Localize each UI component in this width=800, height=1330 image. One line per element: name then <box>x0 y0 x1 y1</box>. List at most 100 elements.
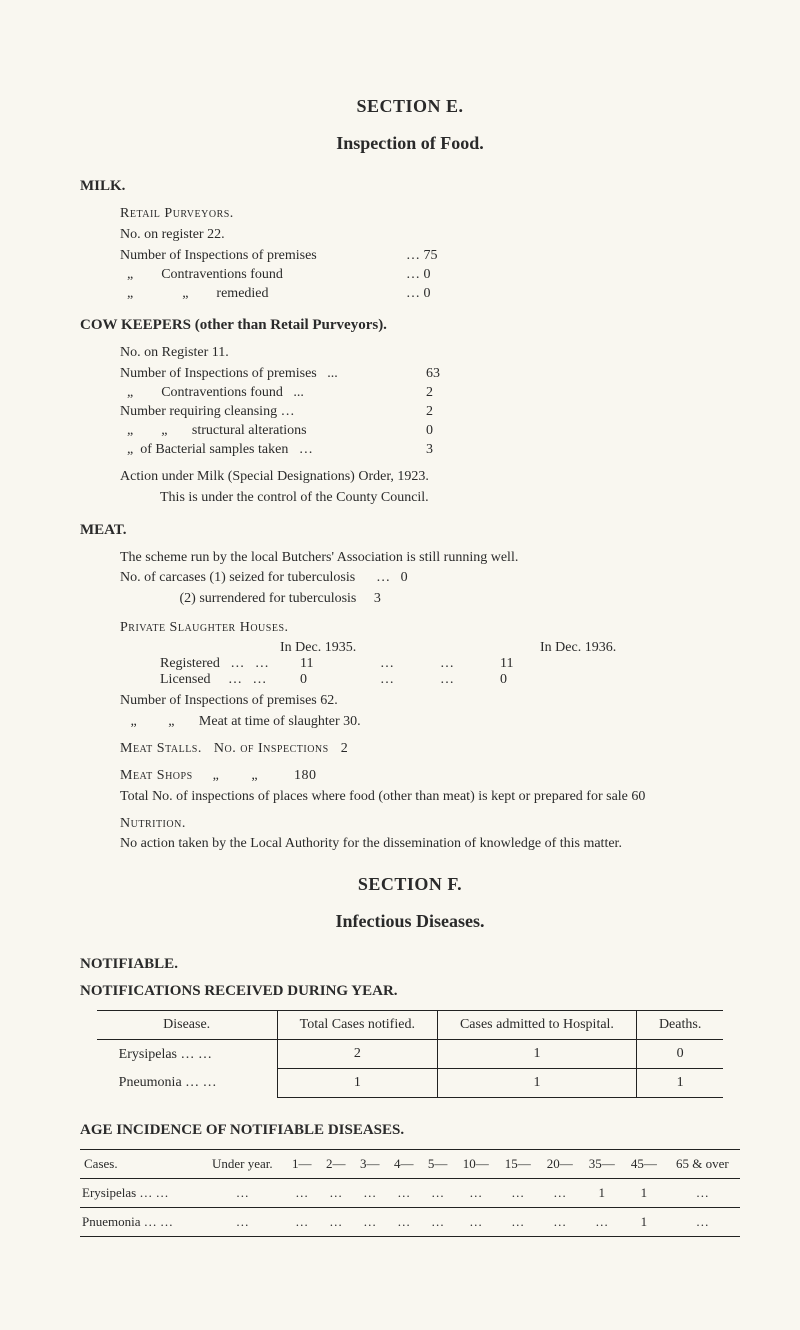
section-f-subtitle: Infectious Diseases. <box>80 911 740 932</box>
meat-carcases-2: (2) surrendered for tuberculosis 3 <box>120 590 740 609</box>
cow-row-value: 63 <box>420 365 440 384</box>
value-cell: 1 <box>437 1040 636 1069</box>
table-col-admitted: Cases admitted to Hospital. <box>437 1011 636 1040</box>
cow-row-label: „ of Bacterial samples taken … <box>120 441 420 460</box>
cow-row: Number requiring cleansing … 2 <box>120 403 740 422</box>
age-value-cell: 1 <box>623 1179 665 1208</box>
age-col: 35— <box>581 1150 623 1179</box>
value-cell: 0 <box>636 1040 723 1069</box>
age-col: Cases. <box>80 1150 200 1179</box>
age-value-cell: … <box>319 1179 353 1208</box>
age-value-cell: … <box>497 1208 539 1237</box>
dec-1935-header: In Dec. 1935. <box>280 640 420 656</box>
age-value-cell: 1 <box>623 1208 665 1237</box>
cow-row: „ of Bacterial samples taken … 3 <box>120 441 740 460</box>
notifications-received-heading: NOTIFICATIONS RECEIVED DURING YEAR. <box>80 983 740 1000</box>
age-value-cell: … <box>455 1179 497 1208</box>
age-col: Under year. <box>200 1150 285 1179</box>
milk-row: Number of Inspections of premises … 75 <box>120 247 740 266</box>
age-incidence-table: Cases. Under year. 1— 2— 3— 4— 5— 10— 15… <box>80 1149 740 1237</box>
slaughter-houses-heading: Private Slaughter Houses. <box>120 619 740 638</box>
age-col: 2— <box>319 1150 353 1179</box>
age-value-cell: … <box>200 1208 285 1237</box>
cow-keepers-heading: COW KEEPERS (other than Retail Purveyors… <box>80 317 740 334</box>
age-value-cell: … <box>539 1179 581 1208</box>
age-col: 4— <box>387 1150 421 1179</box>
meat-heading: MEAT. <box>80 522 740 539</box>
age-col: 20— <box>539 1150 581 1179</box>
meat-scheme-line: The scheme run by the local Butchers' As… <box>120 549 740 568</box>
cow-row-value: 3 <box>420 441 433 460</box>
cow-action-line2: This is under the control of the County … <box>120 489 740 508</box>
table-col-disease: Disease. <box>97 1011 278 1040</box>
milk-register-line: No. on register 22. <box>120 226 740 245</box>
age-value-cell: … <box>539 1208 581 1237</box>
cow-row: „ „ structural alterations 0 <box>120 422 740 441</box>
table-row: Erysipelas … … … … … … … … … … … 1 1 … <box>80 1179 740 1208</box>
age-value-cell: … <box>421 1179 455 1208</box>
cow-action-line: Action under Milk (Special Designations)… <box>120 468 740 487</box>
section-e-title: SECTION E. <box>80 96 740 117</box>
value-cell: 1 <box>437 1069 636 1098</box>
registered-1935: 11 <box>300 656 380 672</box>
registered-label: Registered … … <box>160 656 300 672</box>
meat-stalls-line: Meat Stalls. No. of Inspections 2 <box>120 740 740 759</box>
milk-row-value: … 75 <box>400 247 438 266</box>
age-value-cell: … <box>455 1208 497 1237</box>
milk-row: „ „ remedied … 0 <box>120 285 740 304</box>
age-col: 5— <box>421 1150 455 1179</box>
age-value-cell: … <box>200 1179 285 1208</box>
cow-row-label: „ Contraventions found ... <box>120 384 420 403</box>
cow-row-label: Number requiring cleansing … <box>120 403 420 422</box>
cow-row-label: Number of Inspections of premises ... <box>120 365 420 384</box>
age-value-cell: … <box>665 1179 740 1208</box>
cow-row-label: „ „ structural alterations <box>120 422 420 441</box>
milk-row: „ Contraventions found … 0 <box>120 266 740 285</box>
section-e-subtitle: Inspection of Food. <box>80 133 740 154</box>
inspections-premises: Number of Inspections of premises 62. <box>120 692 740 711</box>
age-value-cell: … <box>285 1208 319 1237</box>
age-incidence-heading: AGE INCIDENCE OF NOTIFIABLE DISEASES. <box>80 1122 740 1139</box>
age-value-cell: 1 <box>581 1179 623 1208</box>
milk-row-label: „ „ remedied <box>120 285 400 304</box>
age-col: 3— <box>353 1150 387 1179</box>
age-col: 45— <box>623 1150 665 1179</box>
disease-cell: Erysipelas … … <box>97 1040 278 1069</box>
retail-purveyors-heading: Retail Purveyors. <box>120 205 740 224</box>
table-row: Pnuemonia … … … … … … … … … … … … 1 … <box>80 1208 740 1237</box>
milk-row-value: … 0 <box>400 266 431 285</box>
age-value-cell: … <box>497 1179 539 1208</box>
section-f-title: SECTION F. <box>80 874 740 895</box>
age-value-cell: … <box>387 1208 421 1237</box>
nutrition-line: No action taken by the Local Authority f… <box>120 835 740 854</box>
cow-row: Number of Inspections of premises ... 63 <box>120 365 740 384</box>
age-value-cell: … <box>353 1208 387 1237</box>
age-value-cell: … <box>387 1179 421 1208</box>
value-cell: 1 <box>277 1069 437 1098</box>
dec-1936-header: In Dec. 1936. <box>540 640 616 656</box>
table-row: Erysipelas … … 2 1 0 <box>97 1040 724 1069</box>
age-col: 15— <box>497 1150 539 1179</box>
meat-total-line: Total No. of inspections of places where… <box>120 788 740 807</box>
registered-1936: 11 <box>500 656 513 672</box>
meat-carcases-1: No. of carcases (1) seized for tuberculo… <box>120 569 740 588</box>
age-value-cell: … <box>421 1208 455 1237</box>
table-col-total: Total Cases notified. <box>277 1011 437 1040</box>
notifiable-heading: NOTIFIABLE. <box>80 956 740 973</box>
value-cell: 2 <box>277 1040 437 1069</box>
age-col: 65 & over <box>665 1150 740 1179</box>
nutrition-heading: Nutrition. <box>120 815 740 834</box>
milk-row-value: … 0 <box>400 285 431 304</box>
value-cell: 1 <box>636 1069 723 1098</box>
milk-heading: MILK. <box>80 178 740 195</box>
licensed-1935: 0 <box>300 672 380 688</box>
age-col: 10— <box>455 1150 497 1179</box>
cow-row-value: 0 <box>420 422 433 441</box>
milk-row-label: „ Contraventions found <box>120 266 400 285</box>
notifications-table: Disease. Total Cases notified. Cases adm… <box>97 1010 724 1098</box>
age-value-cell: … <box>353 1179 387 1208</box>
table-col-deaths: Deaths. <box>636 1011 723 1040</box>
licensed-1936: 0 <box>500 672 507 688</box>
cow-row-value: 2 <box>420 384 433 403</box>
cow-row-value: 2 <box>420 403 433 422</box>
